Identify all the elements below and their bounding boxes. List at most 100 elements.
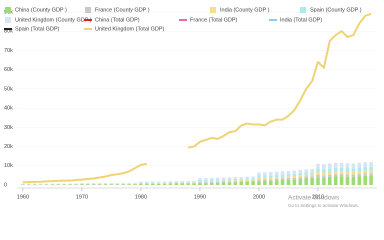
bar-segment — [286, 170, 291, 175]
legend-label: France (Total GDP) — [190, 17, 238, 23]
bar-segment — [351, 171, 356, 175]
bar-segment — [363, 170, 367, 174]
bar-segment — [292, 179, 297, 185]
bar-segment — [139, 182, 143, 183]
bar-segment — [251, 179, 255, 181]
legend-item[interactable]: India (County GDP ) — [210, 7, 270, 13]
bar-segment — [227, 179, 232, 181]
bar-segment — [269, 179, 273, 181]
bar-segment — [215, 179, 220, 181]
bar-segment — [274, 180, 279, 185]
bar-segment — [180, 181, 185, 183]
bar-segment — [328, 176, 332, 185]
bar-segment — [227, 181, 232, 183]
bar-segment — [351, 174, 356, 177]
legend-item[interactable]: France (Total GDP) — [179, 17, 238, 23]
bar-segment — [357, 162, 362, 168]
legend-swatch — [5, 7, 11, 13]
bar-segment — [286, 174, 291, 177]
legend-swatch — [5, 17, 11, 23]
bar-segment — [245, 179, 249, 181]
bar-segment — [103, 184, 108, 185]
bar-segment — [280, 171, 285, 175]
bar-segment — [239, 181, 244, 185]
y-tick-label: 10k — [4, 163, 13, 169]
bar-segment — [91, 184, 96, 185]
legend-swatch — [300, 7, 306, 13]
bar-segment — [227, 182, 232, 185]
bar-segment — [174, 183, 179, 185]
bar-segment — [198, 181, 202, 183]
bar-segment — [115, 184, 120, 185]
bar-segment — [280, 174, 285, 177]
bar-segment — [209, 182, 214, 185]
y-tick-label: 70k — [4, 48, 13, 54]
bar-segment — [280, 176, 285, 179]
bar-segment — [156, 182, 161, 183]
bar-segment — [186, 181, 190, 183]
bar-segment — [221, 180, 226, 182]
x-tick-label: 2010 — [312, 194, 324, 200]
bar-segment — [209, 180, 214, 182]
bar-segment — [357, 167, 362, 171]
bar-segment — [239, 180, 244, 181]
bar-segment — [269, 175, 273, 178]
legend-label: China (Total GDP) — [95, 17, 140, 23]
bar-segment — [209, 179, 214, 181]
legend-item[interactable]: United Kingdom (Total GDP) — [84, 26, 165, 32]
bar-segment — [345, 163, 350, 169]
legend-label: India (County GDP ) — [220, 7, 270, 13]
bar-segment — [162, 182, 167, 183]
legend-label: United Kingdom (Total GDP) — [95, 26, 165, 32]
bar-segment — [150, 182, 155, 183]
bar-segment — [145, 181, 149, 183]
legend-item[interactable]: France (County GDP ) — [85, 7, 150, 13]
bar-segment — [209, 177, 214, 180]
bar-segment — [322, 169, 326, 173]
bar-segment — [80, 184, 84, 185]
bar-segment — [198, 183, 202, 185]
legend-item[interactable]: China (County GDP ) — [5, 7, 67, 13]
bar-segment — [357, 173, 362, 177]
legend-item[interactable]: United Kingdom (County GDP ) — [5, 17, 92, 23]
bar-segment — [345, 171, 350, 175]
bar-segment — [145, 184, 149, 185]
bar-segment — [310, 172, 314, 175]
bar-segment — [328, 168, 332, 172]
bar-segment — [280, 178, 285, 181]
bar-segment — [221, 179, 226, 181]
legend-item[interactable]: India (Total GDP) — [269, 17, 322, 23]
bar-segment — [263, 177, 267, 180]
legend-label: Spain (Total GDP) — [15, 26, 59, 32]
bar-segment — [292, 170, 297, 174]
bar-segment — [150, 183, 155, 185]
bar-segment — [227, 180, 232, 182]
bar-segment — [274, 171, 279, 175]
watermark-title: Activate Windows — [288, 195, 340, 202]
bar-segment — [363, 173, 367, 176]
legend-item[interactable]: Spain (County GDP ) — [300, 7, 362, 13]
bar-segment — [221, 177, 226, 180]
bar-segment — [333, 167, 338, 172]
bar-segment — [333, 163, 338, 168]
bar-segment — [345, 168, 350, 172]
bar-segment — [292, 177, 297, 180]
legend-item[interactable]: China (Total GDP) — [84, 17, 140, 23]
bar-segment — [333, 174, 338, 177]
bar-segment — [316, 177, 320, 185]
bar-segment — [339, 171, 344, 175]
bar-segment — [251, 178, 255, 180]
bar-segment — [97, 184, 102, 185]
bar-segment — [133, 184, 137, 185]
bar-segment — [257, 177, 261, 180]
bar-segment — [322, 164, 326, 170]
legend-item[interactable]: Spain (Total GDP) — [4, 26, 59, 32]
bar-segment — [198, 182, 202, 184]
chart: 010k20k30k40k50k60k70k80k90k196019701980… — [4, 7, 377, 208]
bar-segment — [156, 181, 161, 183]
bar-segment — [263, 179, 267, 181]
bar-segment — [180, 183, 185, 185]
bar-segment — [162, 183, 167, 185]
bar-segment — [304, 176, 308, 179]
bar-segment — [274, 177, 279, 179]
